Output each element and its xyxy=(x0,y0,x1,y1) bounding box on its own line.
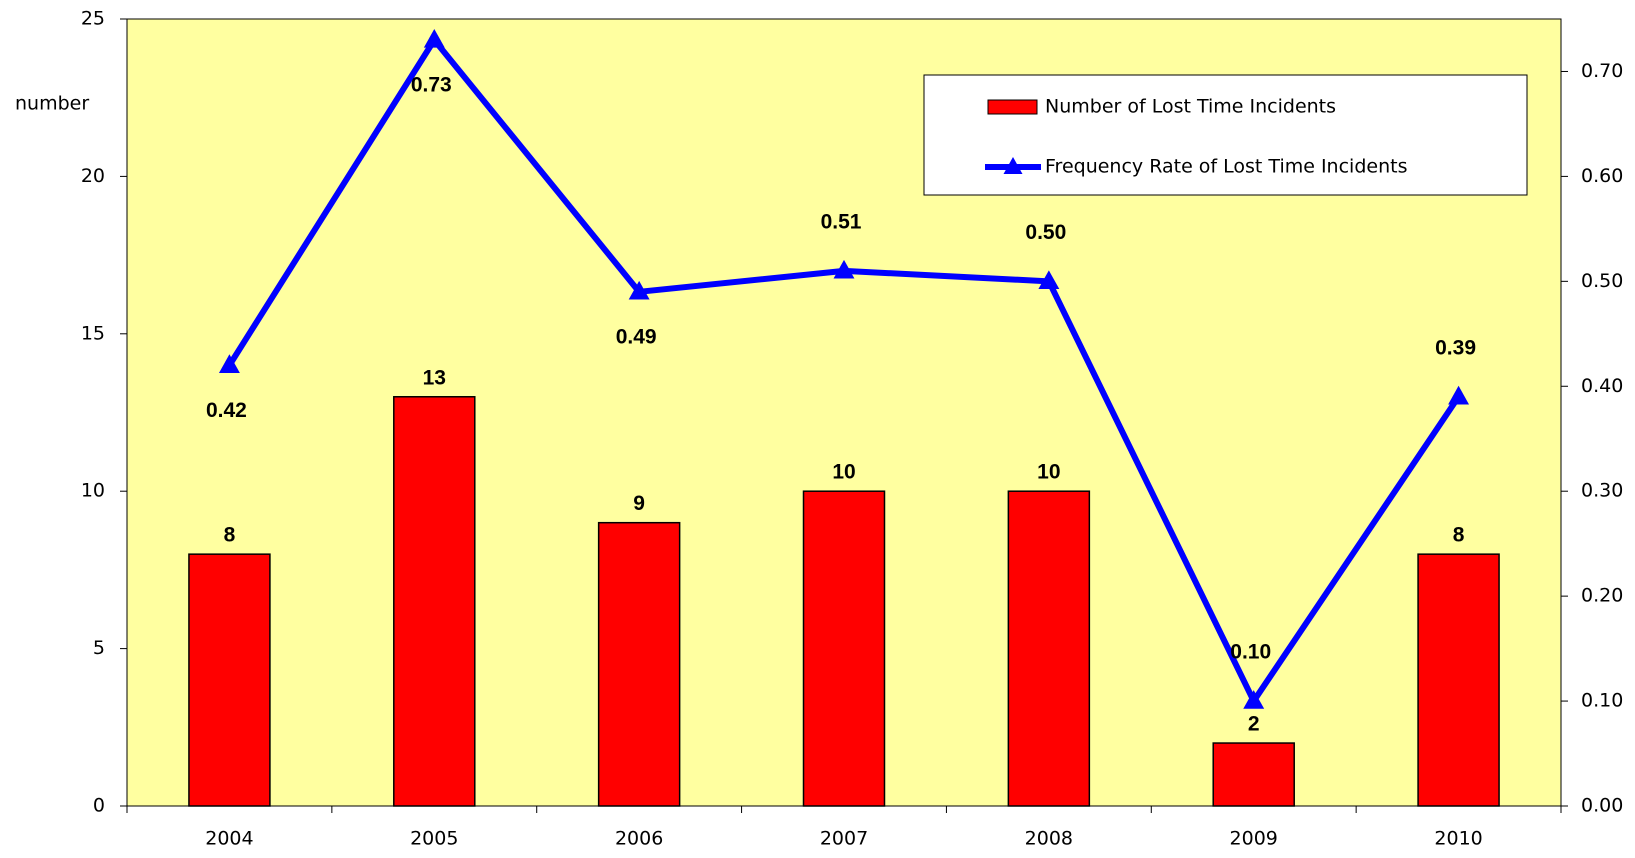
line-value-label: 0.50 xyxy=(1025,221,1066,244)
bar xyxy=(1007,490,1091,807)
line-value-label: 0.73 xyxy=(411,74,452,97)
x-tick-label: 2005 xyxy=(410,828,458,850)
y-tick-label: 5 xyxy=(93,637,105,659)
x-tick-label: 2004 xyxy=(205,828,253,850)
bar-value-label: 8 xyxy=(224,524,236,547)
x-tick-label: 2007 xyxy=(820,828,868,850)
y2-tick-label: 0.10 xyxy=(1581,690,1623,712)
y2-tick-label: 0.40 xyxy=(1581,375,1623,397)
line-marker xyxy=(218,354,240,373)
line-value-label: 0.51 xyxy=(821,210,862,233)
bar-value-label: 13 xyxy=(423,366,446,389)
bar-value-label: 10 xyxy=(1037,461,1060,484)
line-marker xyxy=(1243,690,1265,709)
y-tick-label: 15 xyxy=(81,322,105,344)
legend-box xyxy=(923,74,1528,196)
y2-tick-label: 0.60 xyxy=(1581,165,1623,187)
bar xyxy=(1212,742,1295,807)
y-tick-label: 10 xyxy=(81,480,105,502)
y-tick-label: 20 xyxy=(81,165,105,187)
y-axis-label: number xyxy=(15,93,89,115)
line-marker xyxy=(1448,385,1470,405)
y-tick-label: 25 xyxy=(81,8,105,30)
y2-tick-label: 0.00 xyxy=(1581,795,1623,817)
line-marker xyxy=(628,280,650,300)
line-marker xyxy=(423,28,445,48)
line-value-label: 0.49 xyxy=(616,325,657,348)
line-value-label: 0.39 xyxy=(1435,336,1476,359)
y2-tick-label: 0.30 xyxy=(1581,480,1623,502)
line-value-label: 0.10 xyxy=(1230,641,1271,664)
bar xyxy=(802,490,886,807)
legend-marker xyxy=(1003,157,1023,174)
x-tick-label: 2009 xyxy=(1230,828,1278,850)
bar-value-label: 10 xyxy=(832,461,855,484)
bar-value-label: 9 xyxy=(633,492,645,515)
bar xyxy=(597,521,681,807)
x-tick-label: 2008 xyxy=(1025,828,1073,850)
legend-swatch xyxy=(987,99,1038,115)
bar xyxy=(393,396,476,807)
x-tick-label: 2006 xyxy=(615,828,663,850)
y2-tick-label: 0.70 xyxy=(1581,60,1623,82)
line-marker xyxy=(833,259,855,279)
bar xyxy=(188,553,271,807)
x-tick-label: 2010 xyxy=(1434,828,1482,850)
bar xyxy=(1417,553,1500,807)
bar-value-label: 2 xyxy=(1248,713,1260,736)
legend-label: Number of Lost Time Incidents xyxy=(1045,96,1336,118)
y2-tick-label: 0.50 xyxy=(1581,270,1623,292)
bar-value-label: 8 xyxy=(1453,524,1465,547)
line-marker xyxy=(1038,270,1060,290)
y2-tick-label: 0.20 xyxy=(1581,585,1623,607)
line-value-label: 0.42 xyxy=(206,399,247,422)
legend-label: Frequency Rate of Lost Time Incidents xyxy=(1045,156,1407,178)
y-tick-label: 0 xyxy=(93,795,105,817)
